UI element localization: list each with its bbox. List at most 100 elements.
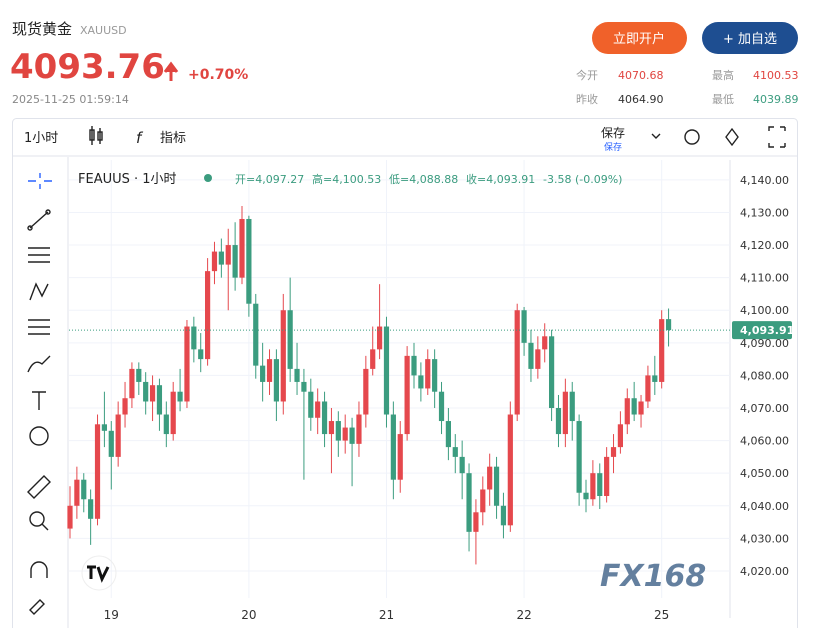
candle-body <box>390 414 396 480</box>
candle-body <box>597 473 603 496</box>
stat-value: 4039.89 <box>753 93 799 106</box>
watchlist-label[interactable]: + 加自选 <box>723 32 777 47</box>
candle-body <box>356 414 362 444</box>
candle-body <box>260 365 266 382</box>
interval-button[interactable]: 1小时 <box>24 131 58 146</box>
candle-body <box>163 414 169 435</box>
candle-body <box>136 368 142 382</box>
last-price-label: 4,093.91 <box>740 324 794 337</box>
candle-body <box>246 218 252 304</box>
fullscreen-icon[interactable] <box>768 126 786 148</box>
candle-body <box>266 359 273 382</box>
candle-body <box>610 447 617 457</box>
candle-body <box>604 456 610 496</box>
candle-body <box>191 326 197 350</box>
candle-body <box>425 359 431 389</box>
ohlc-legend: -3.58 (-0.09%) <box>543 173 622 186</box>
open-account-label[interactable]: 立即开户 <box>613 31 665 47</box>
candle-body <box>631 398 637 415</box>
stat-label: 最高 <box>712 68 734 82</box>
candle-body <box>294 368 300 382</box>
watchlist-button[interactable] <box>702 22 798 54</box>
tv-logo <box>87 565 110 583</box>
indicators-button[interactable]: 指标 <box>160 131 186 146</box>
y-tick-label: 4,110.00 <box>740 272 789 285</box>
stat-label: 昨收 <box>576 92 598 106</box>
x-tick-label: 19 <box>104 608 119 622</box>
candle-body <box>507 414 513 526</box>
candle-body <box>315 401 321 418</box>
candle-body <box>411 355 417 376</box>
ohlc-legend: 高=4,100.53 <box>312 172 381 186</box>
candle-body <box>466 473 472 532</box>
price: 4093.76 <box>10 47 165 87</box>
candle-body <box>645 375 651 402</box>
open-account-button[interactable] <box>592 22 687 54</box>
candle-body <box>397 434 403 480</box>
candle-body <box>404 355 410 435</box>
y-tick-label: 4,120.00 <box>740 239 789 252</box>
candle-body <box>122 398 128 415</box>
y-tick-label: 4,100.00 <box>740 304 789 317</box>
candle-body <box>487 466 493 490</box>
candle-body <box>514 310 520 415</box>
settings-icon[interactable] <box>725 127 739 147</box>
candle-body <box>590 473 596 500</box>
candle-body <box>452 447 458 457</box>
save-dropdown[interactable] <box>651 133 661 139</box>
candle-body <box>528 342 534 369</box>
candle-body <box>418 375 424 389</box>
candle-type-icon[interactable] <box>89 126 103 145</box>
save-button[interactable]: 保存 <box>601 126 625 140</box>
ohlc-legend: 收=4,093.91 <box>466 172 535 186</box>
chart-frame <box>12 118 798 632</box>
stat-label: 最低 <box>712 93 734 106</box>
symbol: FEAUUS · 1小时 <box>78 172 177 187</box>
candle-body <box>129 368 135 399</box>
candle-body <box>280 310 286 402</box>
candle-body <box>198 349 204 360</box>
candle-body <box>377 326 383 350</box>
candle-body <box>81 479 87 500</box>
candle-body <box>370 349 376 369</box>
x-tick-label: 21 <box>379 608 394 622</box>
candle-body <box>617 424 623 448</box>
y-tick-label: 4,060.00 <box>740 435 789 448</box>
candle-body <box>638 401 644 415</box>
candle-body <box>473 512 479 532</box>
watermark: FX168 <box>600 559 706 594</box>
candle-body <box>321 401 328 435</box>
candle-body <box>576 421 582 493</box>
candle-body <box>493 466 500 506</box>
y-tick-label: 4,040.00 <box>740 500 789 513</box>
candle-body <box>170 391 176 435</box>
stat-value: 4070.68 <box>618 69 664 82</box>
candle-body <box>665 319 672 331</box>
candle-body <box>438 391 445 422</box>
candle-body <box>218 251 224 265</box>
candle-body <box>253 303 259 366</box>
y-tick-label: 4,090.00 <box>740 337 789 350</box>
candle-body <box>624 398 630 425</box>
candle-body <box>273 359 279 402</box>
ohlc-legend: 开=4,097.27 <box>235 173 304 186</box>
candle-body <box>211 251 218 272</box>
candle-body <box>115 414 121 457</box>
candle-body <box>287 310 293 369</box>
candle-body <box>184 326 190 402</box>
alert-icon[interactable] <box>684 129 700 145</box>
candle-body <box>569 391 575 422</box>
price-change: +0.70% <box>188 67 248 83</box>
candle-body <box>342 427 348 441</box>
y-tick-label: 4,130.00 <box>740 206 789 219</box>
candle-body <box>445 421 451 448</box>
x-tick-label: 25 <box>654 608 669 622</box>
y-tick-label: 4,050.00 <box>740 467 789 480</box>
candle-body <box>232 245 238 278</box>
drawing-tools[interactable] <box>27 173 52 615</box>
candle-body <box>67 505 73 529</box>
candle-body <box>583 492 589 500</box>
x-tick-label: 22 <box>516 608 531 622</box>
fx-icon[interactable]: f <box>136 129 144 147</box>
